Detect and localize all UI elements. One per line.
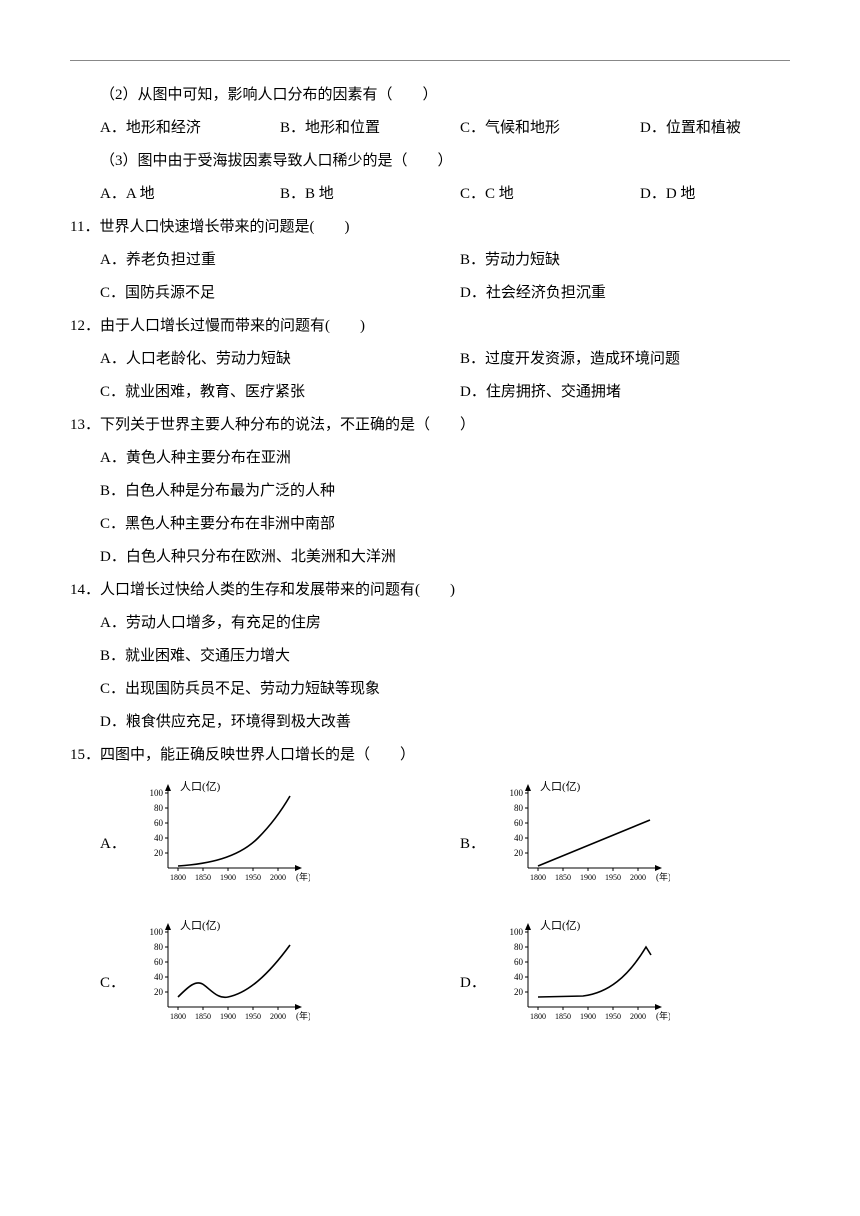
svg-text:1800: 1800 [530, 873, 546, 882]
svg-text:1950: 1950 [605, 873, 621, 882]
option-d: D．社会经济负担沉重 [430, 277, 790, 310]
svg-text:2000: 2000 [270, 873, 286, 882]
option-a: A．黄色人种主要分布在亚洲 [70, 442, 790, 475]
svg-text:1900: 1900 [220, 1012, 236, 1021]
svg-text:1900: 1900 [220, 873, 236, 882]
chart-a: 人口(亿) 20 40 60 80 100 1800 1850 1900 1950 2000 (年) [120, 778, 310, 911]
option-c: C．就业困难，教育、医疗紧张 [70, 376, 430, 409]
q12-options-1: A．人口老龄化、劳动力短缺 B．过度开发资源，造成环境问题 [70, 343, 790, 376]
option-d: D．白色人种只分布在欧洲、北美洲和大洋洲 [70, 541, 790, 574]
svg-text:40: 40 [514, 833, 524, 843]
option-a: A．A 地 [70, 178, 250, 211]
q15-stem: 15．四图中，能正确反映世界人口增长的是（ ） [70, 739, 790, 772]
svg-text:80: 80 [514, 942, 524, 952]
svg-text:60: 60 [154, 957, 164, 967]
q12-stem: 12．由于人口增长过慢而带来的问题有( ) [70, 310, 790, 343]
svg-text:80: 80 [154, 942, 164, 952]
svg-text:人口(亿): 人口(亿) [540, 780, 581, 793]
svg-text:人口(亿): 人口(亿) [540, 919, 581, 932]
svg-text:40: 40 [514, 972, 524, 982]
svg-text:1850: 1850 [195, 873, 211, 882]
option-c: C．国防兵源不足 [70, 277, 430, 310]
option-b: B．劳动力短缺 [430, 244, 790, 277]
svg-text:1850: 1850 [555, 1012, 571, 1021]
svg-text:60: 60 [154, 818, 164, 828]
option-d-label: D． [430, 967, 480, 1000]
svg-text:80: 80 [514, 803, 524, 813]
option-a: A．养老负担过重 [70, 244, 430, 277]
svg-text:20: 20 [154, 848, 164, 858]
option-b-label: B． [430, 828, 480, 861]
option-c-label: C． [70, 967, 120, 1000]
option-b: B．B 地 [250, 178, 430, 211]
q15-charts-row-2: C． 人口(亿) 20 40 60 80 100 1800 1850 1900 1950 2000 (… [70, 917, 790, 1050]
svg-text:1900: 1900 [580, 1012, 596, 1021]
q15-charts-row-1: A． 人口(亿) 20 40 60 80 100 1800 1850 1900 1950 2000 (… [70, 778, 790, 911]
option-d: D．粮食供应充足，环境得到极大改善 [70, 706, 790, 739]
option-c: C．出现国防兵员不足、劳动力短缺等现象 [70, 673, 790, 706]
svg-text:1950: 1950 [245, 1012, 261, 1021]
sub2-stem: （2）从图中可知，影响人口分布的因素有（ ） [70, 79, 790, 112]
option-a: A．人口老龄化、劳动力短缺 [70, 343, 430, 376]
svg-text:1900: 1900 [580, 873, 596, 882]
q11-options-1: A．养老负担过重 B．劳动力短缺 [70, 244, 790, 277]
option-d: D．住房拥挤、交通拥堵 [430, 376, 790, 409]
svg-text:20: 20 [154, 987, 164, 997]
option-a-label: A． [70, 828, 120, 861]
svg-text:1850: 1850 [195, 1012, 211, 1021]
option-b: B．过度开发资源，造成环境问题 [430, 343, 790, 376]
svg-text:60: 60 [514, 818, 524, 828]
option-b: B．就业困难、交通压力增大 [70, 640, 790, 673]
svg-text:(年): (年) [656, 871, 670, 882]
q11-stem: 11．世界人口快速增长带来的问题是( ) [70, 211, 790, 244]
svg-text:1800: 1800 [530, 1012, 546, 1021]
svg-text:1800: 1800 [170, 873, 186, 882]
svg-text:100: 100 [510, 927, 524, 937]
svg-text:60: 60 [514, 957, 524, 967]
page-rule [70, 60, 790, 61]
svg-text:1950: 1950 [245, 873, 261, 882]
svg-text:100: 100 [150, 927, 164, 937]
option-b: B．地形和位置 [250, 112, 430, 145]
option-c: C．气候和地形 [430, 112, 610, 145]
option-d: D．位置和植被 [610, 112, 790, 145]
q12-options-2: C．就业困难，教育、医疗紧张 D．住房拥挤、交通拥堵 [70, 376, 790, 409]
sub2-options: A．地形和经济 B．地形和位置 C．气候和地形 D．位置和植被 [70, 112, 790, 145]
svg-text:40: 40 [154, 833, 164, 843]
svg-text:(年): (年) [296, 871, 310, 882]
svg-text:100: 100 [150, 788, 164, 798]
svg-text:20: 20 [514, 848, 524, 858]
option-a: A．劳动人口增多，有充足的住房 [70, 607, 790, 640]
svg-text:(年): (年) [296, 1010, 310, 1021]
option-d: D．D 地 [610, 178, 790, 211]
svg-text:1800: 1800 [170, 1012, 186, 1021]
svg-text:人口(亿): 人口(亿) [180, 919, 221, 932]
svg-text:20: 20 [514, 987, 524, 997]
svg-text:人口(亿): 人口(亿) [180, 780, 221, 793]
option-b: B．白色人种是分布最为广泛的人种 [70, 475, 790, 508]
svg-text:(年): (年) [656, 1010, 670, 1021]
q14-stem: 14．人口增长过快给人类的生存和发展带来的问题有( ) [70, 574, 790, 607]
chart-d: 人口(亿) 20 40 60 80 100 1800 1850 1900 1950 2000 (年) [480, 917, 670, 1050]
option-c: C．黑色人种主要分布在非洲中南部 [70, 508, 790, 541]
svg-text:80: 80 [154, 803, 164, 813]
q13-stem: 13．下列关于世界主要人种分布的说法，不正确的是（ ） [70, 409, 790, 442]
svg-text:40: 40 [154, 972, 164, 982]
q11-options-2: C．国防兵源不足 D．社会经济负担沉重 [70, 277, 790, 310]
sub3-options: A．A 地 B．B 地 C．C 地 D．D 地 [70, 178, 790, 211]
svg-text:1850: 1850 [555, 873, 571, 882]
option-c: C．C 地 [430, 178, 610, 211]
svg-text:1950: 1950 [605, 1012, 621, 1021]
svg-text:2000: 2000 [270, 1012, 286, 1021]
svg-text:2000: 2000 [630, 1012, 646, 1021]
chart-c: 人口(亿) 20 40 60 80 100 1800 1850 1900 1950 2000 (年) [120, 917, 310, 1050]
chart-b: 人口(亿) 20 40 60 80 100 1800 1850 1900 1950 2000 (年) [480, 778, 670, 911]
option-a: A．地形和经济 [70, 112, 250, 145]
svg-text:100: 100 [510, 788, 524, 798]
sub3-stem: （3）图中由于受海拔因素导致人口稀少的是（ ） [70, 145, 790, 178]
svg-text:2000: 2000 [630, 873, 646, 882]
